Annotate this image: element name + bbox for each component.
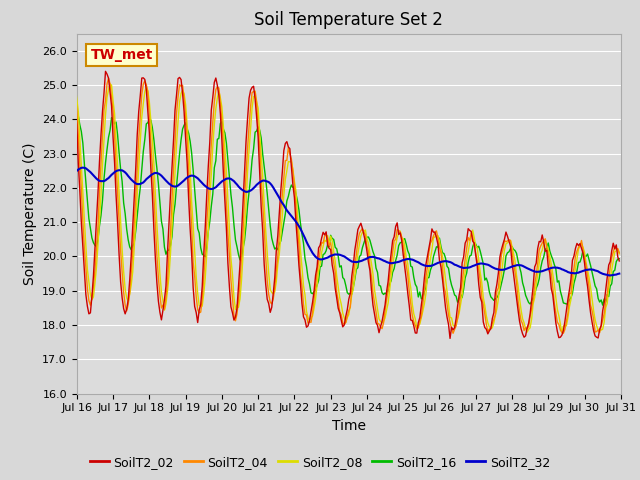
SoilT2_32 (537, 269, 545, 275)
SoilT2_32 (606, 273, 614, 278)
SoilT2_04 (76, 162, 84, 168)
SoilT2_04 (614, 246, 621, 252)
SoilT2_16 (616, 256, 623, 262)
SoilT2_16 (56, 239, 64, 245)
SoilT2_16 (612, 259, 620, 264)
SoilT2_08 (56, 262, 64, 267)
SoilT2_04 (56, 240, 64, 246)
SoilT2_08 (36, 88, 44, 94)
SoilT2_02 (538, 232, 546, 238)
SoilT2_08 (616, 251, 623, 257)
Line: SoilT2_04: SoilT2_04 (40, 75, 620, 333)
SoilT2_08 (614, 246, 621, 252)
SoilT2_32 (43, 162, 51, 168)
SoilT2_02 (452, 316, 460, 322)
SoilT2_08 (537, 251, 545, 256)
Title: Soil Temperature Set 2: Soil Temperature Set 2 (254, 11, 444, 29)
SoilT2_04 (68, 72, 76, 78)
SoilT2_04 (538, 240, 546, 246)
SoilT2_08 (451, 324, 458, 329)
Line: SoilT2_32: SoilT2_32 (40, 165, 620, 276)
SoilT2_32 (616, 271, 623, 276)
SoilT2_04 (449, 330, 457, 336)
SoilT2_02 (446, 336, 454, 341)
Text: TW_met: TW_met (90, 48, 153, 62)
SoilT2_08 (558, 330, 566, 336)
SoilT2_04 (616, 250, 623, 256)
Line: SoilT2_08: SoilT2_08 (40, 84, 620, 333)
SoilT2_04 (36, 104, 44, 110)
SoilT2_16 (599, 302, 607, 308)
SoilT2_02 (102, 69, 109, 74)
SoilT2_16 (36, 108, 44, 114)
SoilT2_16 (74, 113, 82, 119)
SoilT2_02 (616, 258, 623, 264)
SoilT2_08 (76, 136, 84, 142)
SoilT2_08 (336, 295, 344, 300)
SoilT2_32 (451, 262, 458, 267)
SoilT2_32 (614, 271, 621, 277)
SoilT2_02 (74, 161, 82, 167)
SoilT2_04 (452, 323, 460, 329)
Line: SoilT2_16: SoilT2_16 (40, 111, 620, 305)
SoilT2_32 (58, 174, 65, 180)
Y-axis label: Soil Temperature (C): Soil Temperature (C) (22, 143, 36, 285)
SoilT2_02 (36, 120, 44, 126)
SoilT2_04 (336, 309, 344, 315)
SoilT2_16 (535, 276, 543, 282)
SoilT2_08 (70, 81, 77, 87)
SoilT2_16 (334, 253, 342, 259)
Line: SoilT2_02: SoilT2_02 (40, 72, 620, 338)
Legend: SoilT2_02, SoilT2_04, SoilT2_08, SoilT2_16, SoilT2_32: SoilT2_02, SoilT2_04, SoilT2_08, SoilT2_… (84, 451, 556, 474)
SoilT2_02 (614, 254, 621, 260)
SoilT2_02 (336, 310, 344, 316)
SoilT2_32 (76, 166, 84, 171)
SoilT2_02 (56, 217, 64, 223)
X-axis label: Time: Time (332, 419, 366, 433)
SoilT2_32 (336, 252, 344, 258)
SoilT2_16 (449, 287, 457, 292)
SoilT2_32 (36, 163, 44, 168)
